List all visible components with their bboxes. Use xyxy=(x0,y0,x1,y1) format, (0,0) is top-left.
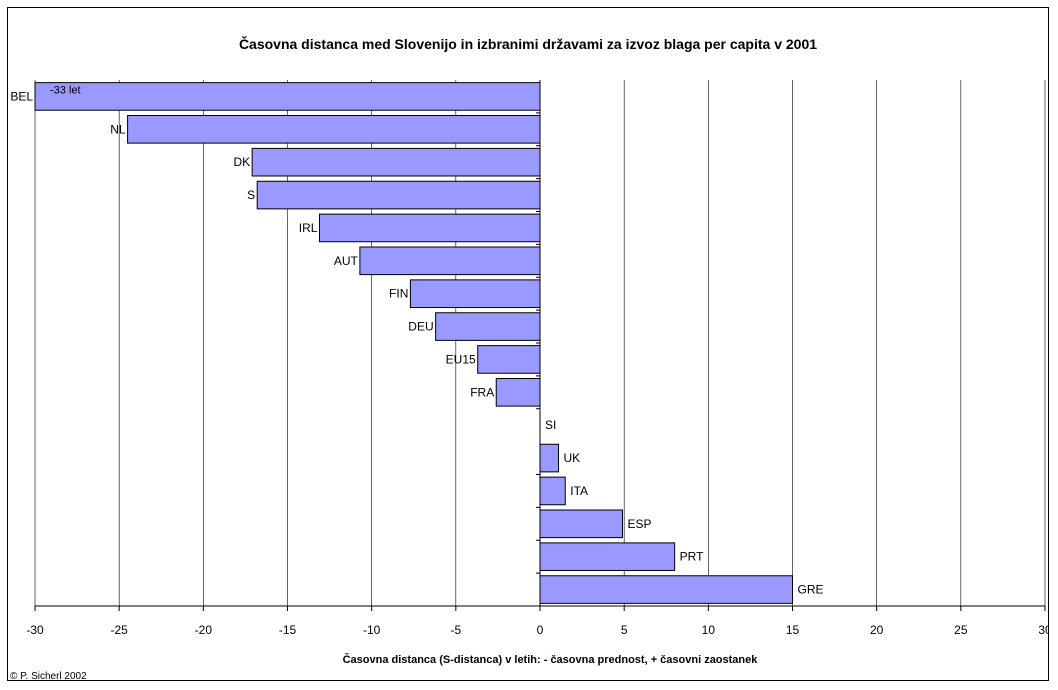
category-label-irl: IRL xyxy=(299,221,318,235)
category-label-eu15: EU15 xyxy=(446,352,476,366)
category-label-prt: PRT xyxy=(680,550,704,564)
x-tick-label: 10 xyxy=(702,623,716,637)
x-axis-ticks: -30 -25 -20 -15 -10 -5 0 5 10 15 20 25 30 xyxy=(26,606,1048,637)
category-label-ita: ITA xyxy=(570,484,588,498)
x-tick-label: 20 xyxy=(870,623,884,637)
category-label-fra: FRA xyxy=(470,385,494,399)
chart-svg: Časovna distanca med Slovenijo in izbran… xyxy=(10,35,1048,680)
bar-ita xyxy=(539,476,566,506)
bar-aut xyxy=(359,246,541,276)
category-labels: BEL NL DK S IRL AUT FIN DEU EU15 FRA SI UK ITA ESP PRT… xyxy=(10,89,823,596)
x-tick-label: -25 xyxy=(110,623,128,637)
bar-gre xyxy=(539,575,793,604)
x-tick-label: -20 xyxy=(195,623,213,637)
x-tick-label: -15 xyxy=(279,623,297,637)
annotation-label: -33 let xyxy=(50,84,81,96)
x-tick-label: 0 xyxy=(537,623,544,637)
bar-deu xyxy=(435,312,541,341)
bar-uk xyxy=(539,443,560,473)
category-label-aut: AUT xyxy=(334,254,359,268)
category-label-bel: BEL xyxy=(10,89,33,103)
x-tick-label: 5 xyxy=(621,623,628,637)
bar-prt xyxy=(539,542,676,571)
category-label-nl: NL xyxy=(110,122,126,136)
category-label-gre: GRE xyxy=(798,583,824,597)
annotations: -33 let xyxy=(50,84,81,96)
x-tick-label: 25 xyxy=(954,623,968,637)
category-label-deu: DEU xyxy=(408,320,433,334)
category-label-uk: UK xyxy=(564,451,581,465)
copyright-credit: © P. Sicherl 2002 xyxy=(10,671,87,680)
bar-bel xyxy=(34,82,541,111)
category-label-s: S xyxy=(247,188,255,202)
bar-fin xyxy=(409,279,541,308)
bar-fra xyxy=(495,378,541,407)
category-label-esp: ESP xyxy=(627,517,651,531)
x-axis-title: Časovna distanca (S-distanca) v letih: -… xyxy=(343,653,759,666)
bars xyxy=(34,82,793,607)
bar-dk xyxy=(251,147,541,177)
x-tick-label: 15 xyxy=(786,623,800,637)
x-tick-label: 30 xyxy=(1038,623,1048,637)
bar-nl xyxy=(127,115,541,144)
x-tick-label: -5 xyxy=(450,623,461,637)
bar-eu15 xyxy=(477,345,541,374)
x-tick-label: -30 xyxy=(26,623,44,637)
bar-irl xyxy=(318,213,541,243)
bar-esp xyxy=(539,509,623,539)
x-tick-label: -10 xyxy=(363,623,381,637)
category-label-si: SI xyxy=(545,418,556,432)
bar-s xyxy=(256,180,541,210)
chart-title: Časovna distanca med Slovenijo in izbran… xyxy=(239,35,817,52)
category-label-fin: FIN xyxy=(389,287,408,301)
category-label-dk: DK xyxy=(233,155,250,169)
chart-frame: Časovna distanca med Slovenijo in izbran… xyxy=(7,7,1049,681)
